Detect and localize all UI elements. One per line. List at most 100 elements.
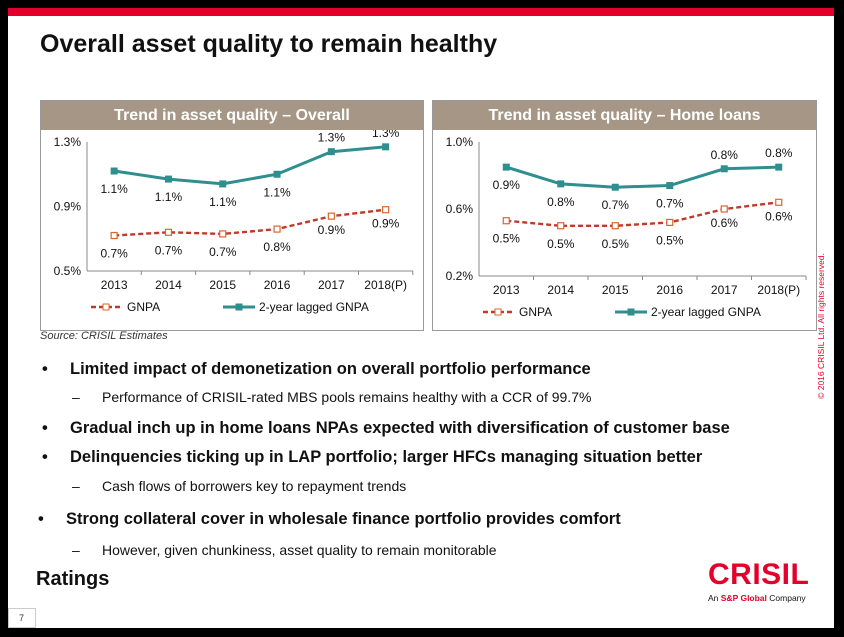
logo-tag-prefix: An <box>708 593 721 603</box>
sub-bullet-item: – Performance of CRISIL-rated MBS pools … <box>72 389 592 405</box>
y-tick-label: 1.0% <box>446 135 474 149</box>
lagged-gnpa-point <box>611 183 619 191</box>
dash-icon: – <box>72 542 80 558</box>
gnpa-point <box>219 230 227 238</box>
lagged-gnpa-data-label: 0.7% <box>656 197 684 211</box>
legend-gnpa-label: GNPA <box>127 300 160 314</box>
lagged-gnpa-point <box>327 148 335 156</box>
copyright-text: © 2016 CRISIL Ltd. All rights reserved. <box>816 253 826 399</box>
x-tick-label: 2017 <box>318 278 345 292</box>
gnpa-data-label: 0.5% <box>547 237 575 251</box>
sub-bullet-text: Performance of CRISIL-rated MBS pools re… <box>102 389 592 405</box>
x-tick-label: 2013 <box>493 283 520 297</box>
lagged-gnpa-data-label: 1.3% <box>318 131 346 145</box>
x-tick-label: 2015 <box>602 283 629 297</box>
logo-brand: CRISIL <box>708 558 810 591</box>
source-note: Source: CRISIL Estimates <box>40 330 168 342</box>
chart-overall: 0.5% 0.9% 1.3% 2013 2014 2015 2016 2017 2018(P) 0… <box>54 130 414 314</box>
legend-lagged-gnpa-marker <box>627 308 635 316</box>
lagged-gnpa-point <box>110 167 118 175</box>
sub-bullet-text: Cash flows of borrowers key to repayment… <box>102 478 407 494</box>
gnpa-data-label: 0.7% <box>155 243 183 257</box>
chart-title: Trend in asset quality – Home loans <box>433 101 816 130</box>
gnpa-point <box>382 206 390 214</box>
bullet-item: • Delinquencies ticking up in LAP portfo… <box>42 448 703 467</box>
lagged-gnpa-point <box>164 175 172 183</box>
dash-icon: – <box>72 478 80 494</box>
bullet-item: • Gradual inch up in home loans NPAs exp… <box>42 419 730 438</box>
dash-icon: – <box>72 389 80 405</box>
bullet-text: Limited impact of demonetization on over… <box>70 360 591 378</box>
lagged-gnpa-data-label: 1.1% <box>100 182 128 196</box>
bullet-icon: • <box>38 510 44 528</box>
lagged-gnpa-data-label: 0.9% <box>493 178 521 192</box>
lagged-gnpa-line <box>113 145 386 186</box>
gnpa-data-label: 0.5% <box>656 233 684 247</box>
chart-panel-home-loans: Trend in asset quality – Home loans 0.2%… <box>432 100 817 331</box>
gnpa-point <box>720 205 728 213</box>
x-tick-label: 2014 <box>547 283 574 297</box>
lagged-gnpa-data-label: 1.3% <box>372 130 400 140</box>
lagged-gnpa-point <box>273 170 281 178</box>
legend-gnpa-marker <box>494 308 502 316</box>
bullet-item: • Strong collateral cover in wholesale f… <box>38 510 621 529</box>
gnpa-point <box>273 225 281 233</box>
lagged-gnpa-point <box>557 180 565 188</box>
lagged-gnpa-data-label: 0.8% <box>711 148 739 162</box>
x-tick-label: 2015 <box>209 278 236 292</box>
x-tick-label: 2016 <box>264 278 291 292</box>
gnpa-line <box>114 208 386 237</box>
x-tick-label: 2017 <box>711 283 738 297</box>
lagged-gnpa-data-label: 0.8% <box>547 195 575 209</box>
gnpa-point <box>110 231 118 240</box>
bullet-text: Delinquencies ticking up in LAP portfoli… <box>70 448 703 466</box>
chart-title: Trend in asset quality – Overall <box>41 101 423 130</box>
y-tick-label: 0.9% <box>54 200 82 214</box>
bullet-text: Gradual inch up in home loans NPAs expec… <box>70 419 730 437</box>
lagged-gnpa-data-label: 1.1% <box>209 195 237 209</box>
sub-bullet-item: – Cash flows of borrowers key to repayme… <box>72 478 407 494</box>
gnpa-data-label: 0.5% <box>493 232 521 246</box>
sub-bullet-text: However, given chunkiness, asset quality… <box>102 542 497 558</box>
gnpa-point <box>666 218 674 227</box>
chart-panel-overall: Trend in asset quality – Overall 0.5% 0.9… <box>40 100 424 331</box>
gnpa-point <box>557 222 565 230</box>
lagged-gnpa-point <box>382 143 390 151</box>
gnpa-data-label: 0.6% <box>711 216 739 230</box>
gnpa-data-label: 0.5% <box>602 237 630 251</box>
logo-tagline: An S&P Global Company <box>708 593 818 603</box>
lagged-gnpa-point <box>219 180 227 188</box>
bullet-text: Strong collateral cover in wholesale fin… <box>66 510 621 528</box>
lagged-gnpa-point <box>502 163 510 171</box>
lagged-gnpa-point <box>720 165 728 173</box>
slide: Overall asset quality to remain healthy … <box>8 8 834 628</box>
x-tick-label: 2013 <box>101 278 128 292</box>
gnpa-data-label: 0.7% <box>209 245 237 259</box>
bullet-item: • Limited impact of demonetization on ov… <box>42 360 591 379</box>
gnpa-data-label: 0.9% <box>318 223 346 237</box>
legend-gnpa-marker <box>102 303 110 311</box>
gnpa-data-label: 0.8% <box>263 240 291 254</box>
lagged-gnpa-data-label: 1.1% <box>263 185 291 199</box>
page-title: Overall asset quality to remain healthy <box>40 30 498 58</box>
sub-bullet-item: – However, given chunkiness, asset quali… <box>72 542 497 558</box>
gnpa-point <box>327 212 335 220</box>
bullet-icon: • <box>42 448 48 466</box>
bullet-icon: • <box>42 360 48 378</box>
ratings-label: Ratings <box>36 568 110 590</box>
gnpa-data-label: 0.9% <box>372 217 400 231</box>
x-tick-label: 2016 <box>656 283 683 297</box>
lagged-gnpa-line <box>505 165 779 189</box>
gnpa-point <box>775 198 783 206</box>
legend-lagged-gnpa-label: 2-year lagged GNPA <box>651 305 761 319</box>
legend-lagged-gnpa-label: 2-year lagged GNPA <box>259 300 369 314</box>
gnpa-point <box>164 228 173 236</box>
lagged-gnpa-point <box>666 182 674 190</box>
page-number: 7 <box>8 608 36 628</box>
y-tick-label: 1.3% <box>54 135 82 149</box>
legend-gnpa-label: GNPA <box>519 305 552 319</box>
gnpa-point <box>502 217 510 225</box>
y-tick-label: 0.2% <box>446 269 474 283</box>
lagged-gnpa-data-label: 0.8% <box>765 146 793 160</box>
gnpa-line <box>506 201 779 227</box>
